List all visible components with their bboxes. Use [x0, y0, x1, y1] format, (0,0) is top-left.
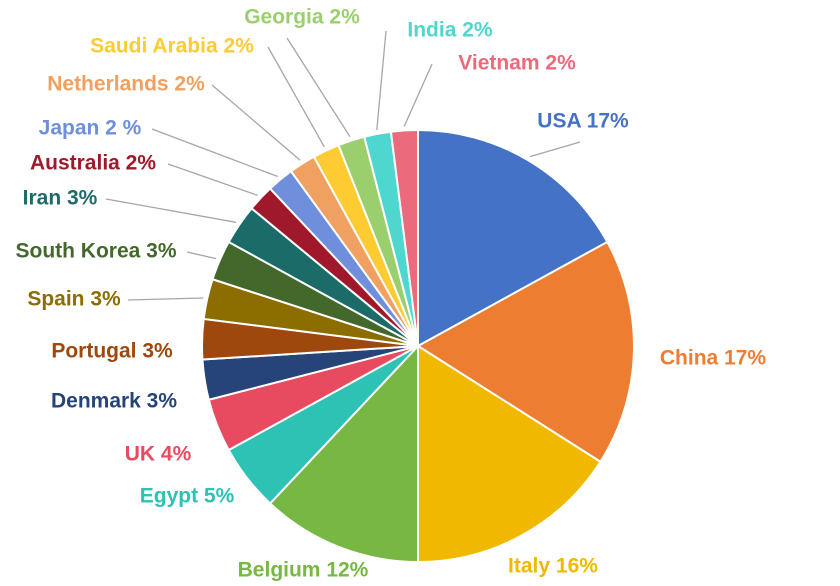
- leader-line: [127, 297, 204, 301]
- leader-line: [267, 46, 325, 148]
- leader-line: [105, 198, 237, 223]
- pie-slice-vietnam: [389, 128, 419, 347]
- data-label: South Korea 3%: [15, 240, 176, 263]
- data-label: Japan 2 %: [39, 117, 142, 140]
- leader-line: [211, 84, 301, 161]
- data-label: India 2%: [407, 19, 493, 42]
- data-label: Netherlands 2%: [47, 73, 205, 96]
- data-label: Egypt 5%: [140, 485, 235, 508]
- data-label: Belgium 12%: [238, 559, 369, 582]
- data-label: Australia 2%: [30, 152, 156, 175]
- pie-slice-china: [417, 240, 635, 463]
- leader-line: [529, 141, 581, 158]
- data-label: Denmark 3%: [51, 390, 177, 413]
- data-labels: USA 17% China 17% Italy 16% Belgium 12% Egyp…: [15, 6, 766, 582]
- data-label: Vietnam 2%: [458, 52, 576, 75]
- leader-line: [286, 37, 351, 138]
- leader-line: [167, 163, 258, 197]
- leader-line: [151, 128, 279, 178]
- pie-slice-italy: [417, 345, 602, 563]
- data-label: USA 17%: [537, 110, 629, 133]
- data-label: Spain 3%: [27, 288, 121, 311]
- data-label: China 17%: [660, 347, 767, 370]
- data-label: Georgia 2%: [244, 6, 360, 29]
- data-label: Saudi Arabia 2%: [90, 35, 254, 58]
- leader-line: [186, 251, 217, 260]
- leader-lines: [105, 30, 581, 301]
- leader-line: [376, 30, 387, 130]
- data-label: Iran 3%: [23, 187, 98, 210]
- data-label: UK 4%: [125, 443, 192, 466]
- pie-slices: [201, 128, 635, 563]
- pie-slice-usa: [417, 129, 609, 347]
- data-label: Portugal 3%: [51, 340, 173, 363]
- leader-line: [403, 63, 433, 127]
- pie-slice-belgium: [269, 345, 419, 563]
- data-label: Italy 16%: [508, 555, 598, 578]
